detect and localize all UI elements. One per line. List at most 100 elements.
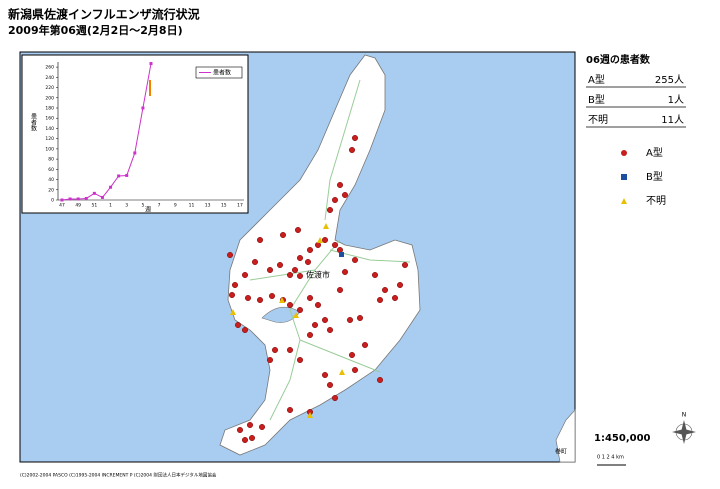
y-tick-label: 180 [45, 106, 54, 112]
case-dot [287, 302, 294, 309]
unknown-mark [279, 297, 285, 303]
case-dot [251, 259, 258, 266]
case-dot [231, 282, 238, 289]
case-dot [277, 262, 284, 269]
point [109, 185, 113, 189]
y-tick-label: 0 [51, 198, 54, 204]
legend-label: B型 [646, 170, 663, 183]
case-dot [377, 377, 384, 384]
case-dot [269, 293, 276, 300]
case-dot [295, 226, 302, 233]
b-mark [339, 252, 344, 257]
case-dot [392, 295, 399, 302]
x-tick-label: 5 [141, 203, 144, 209]
case-dot [287, 347, 294, 354]
x-label: 週 [145, 206, 151, 214]
unknown-mark [307, 412, 313, 418]
summary-title: 06週の患者数 [586, 53, 651, 66]
case-dot [327, 382, 334, 389]
case-dot [297, 254, 304, 261]
x-tick-label: 3 [125, 203, 128, 209]
case-dot [327, 206, 334, 213]
case-dot [372, 272, 379, 279]
y-label: 患者数 [30, 112, 37, 132]
case-dot [297, 273, 304, 280]
title: 新潟県佐渡インフルエンザ流行状況 [8, 7, 200, 22]
case-dot [315, 241, 322, 248]
y-tick-label: 120 [45, 136, 54, 142]
case-dot [349, 146, 356, 153]
row-label: 不明 [588, 114, 608, 126]
case-dot [342, 269, 349, 276]
y-tick-label: 240 [45, 75, 54, 81]
x-tick-label: 17 [237, 203, 243, 209]
unknown-mark [339, 369, 345, 375]
case-dot [402, 262, 409, 269]
y-tick-label: 60 [48, 167, 54, 173]
case-dot [352, 367, 359, 374]
point [68, 197, 72, 201]
point [149, 62, 153, 66]
x-tick-label: 51 [91, 203, 97, 209]
point [100, 195, 104, 199]
case-dot [397, 282, 404, 289]
case-dot [342, 191, 349, 198]
unknown-mark [317, 237, 323, 243]
point [76, 197, 80, 201]
case-dot [226, 251, 233, 258]
inset-chart: 患者数 週 0 20 40 60 80 100 120 140 160 180 200 220 240 2… [21, 54, 249, 214]
x-tick-label: 47 [59, 203, 65, 209]
case-dots [226, 134, 409, 444]
x-tick-label: 7 [158, 203, 161, 209]
case-dot [337, 181, 344, 188]
case-dot [241, 437, 248, 444]
case-dot [259, 424, 266, 431]
legend-label: 不明 [646, 195, 666, 207]
legend-box [195, 66, 243, 79]
x-tick-label: 9 [174, 203, 177, 209]
y-tick-label: 80 [48, 157, 54, 163]
case-dot [228, 292, 235, 299]
case-dot [292, 267, 299, 274]
point [60, 198, 64, 202]
point [117, 174, 121, 178]
compass [672, 420, 696, 444]
case-dot [315, 302, 322, 309]
copyright: (C)2002-2004 PASCO (C)1995-2004 INCREMEN… [20, 472, 217, 479]
case-dot [352, 257, 359, 264]
case-dot [347, 317, 354, 324]
case-dot [332, 241, 339, 248]
case-dot [236, 427, 243, 434]
inset-frame [21, 54, 249, 214]
y-tick-label: 40 [48, 177, 54, 183]
legend-symbol [621, 174, 627, 180]
case-dot [267, 357, 274, 364]
case-dot [244, 295, 251, 302]
point [92, 191, 96, 195]
case-dot [332, 196, 339, 203]
point [133, 151, 137, 155]
subtitle: 2009年第06週(2月2日～2月8日) [8, 23, 183, 37]
unknown-mark [230, 309, 236, 315]
north: N [682, 412, 687, 419]
case-dot [322, 317, 329, 324]
unknown-mark [293, 312, 299, 318]
legend-label: A型 [646, 146, 663, 159]
scale-bar: 0 1 2 4 km [597, 455, 624, 461]
x-tick-label: 11 [189, 203, 195, 209]
case-dot [257, 297, 264, 304]
case-dot [349, 352, 356, 359]
point [84, 196, 88, 200]
case-dot [234, 322, 241, 329]
legend-symbol [621, 150, 627, 156]
case-dot [307, 246, 314, 253]
map-label: 巻町 [555, 448, 567, 456]
case-dot [241, 327, 248, 334]
island [219, 54, 421, 456]
case-dot [267, 267, 274, 274]
point [125, 173, 129, 177]
scale-ratio: 1:450,000 [594, 433, 651, 444]
